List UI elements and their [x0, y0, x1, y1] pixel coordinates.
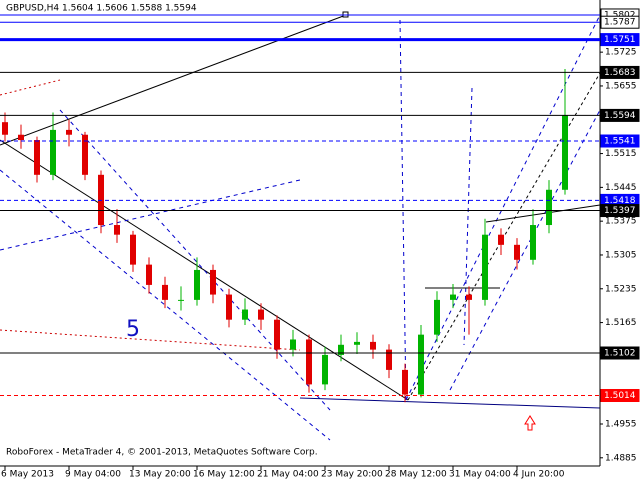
candle-body — [194, 269, 200, 300]
trend-line — [0, 14, 347, 146]
level-label-box — [600, 346, 640, 360]
channel-line — [0, 179, 301, 251]
candle-body — [114, 225, 120, 235]
candle-body — [258, 309, 264, 320]
level-label: 1.5102 — [604, 349, 636, 359]
level-label: 1.5397 — [604, 206, 636, 216]
candle-body — [146, 264, 152, 285]
y-tick-label: 1.5165 — [605, 318, 637, 328]
candle-body — [2, 122, 8, 135]
channel-line — [449, 109, 601, 391]
chart-title: GBPUSD,H4 1.5604 1.5606 1.5588 1.5594 — [6, 4, 197, 14]
candle-body — [338, 344, 344, 355]
candle-body — [482, 234, 488, 300]
x-tick-label: 13 May 20:00 — [129, 470, 191, 480]
candle-body — [290, 339, 296, 350]
candle-body — [466, 294, 472, 300]
channel-line — [463, 87, 473, 346]
candle-body — [226, 294, 232, 320]
x-tick-label: 28 May 12:00 — [385, 470, 447, 480]
y-tick-label: 1.4955 — [605, 419, 637, 429]
channel-line — [59, 109, 331, 411]
footer: RoboForex - MetaTrader 4, © 2001-2013, M… — [6, 448, 318, 458]
level-label: 1.5014 — [604, 391, 636, 401]
candle-body — [178, 299, 184, 301]
x-tick-label: 6 May 2013 — [1, 470, 54, 480]
y-tick-label: 1.5515 — [605, 149, 637, 159]
candle-body — [498, 234, 504, 245]
level-label-box — [600, 15, 640, 29]
level-label: 1.5541 — [604, 137, 636, 147]
candle-body — [162, 284, 168, 300]
candle-body — [546, 189, 552, 226]
x-tick-label: 21 May 04:00 — [257, 470, 319, 480]
x-tick-label: 4 Jun 20:00 — [513, 470, 565, 480]
candle-body — [306, 339, 312, 385]
candle-body — [514, 244, 520, 260]
level-label-box — [600, 65, 640, 79]
level-label: 1.5751 — [604, 35, 636, 45]
y-tick-label: 1.5445 — [605, 183, 637, 193]
candle-body — [242, 309, 248, 320]
candle-body — [322, 354, 328, 385]
y-tick-label: 1.5375 — [605, 217, 637, 227]
x-tick-label: 23 May 20:00 — [321, 470, 383, 480]
candle-body — [18, 134, 24, 141]
y-tick-label: 1.4885 — [605, 453, 637, 463]
level-label: 1.5787 — [604, 18, 636, 28]
candle-body — [370, 341, 376, 350]
arrow-icon — [524, 415, 536, 431]
level-label-box — [600, 204, 640, 218]
level-label-box — [600, 33, 640, 47]
y-tick-label: 1.5655 — [605, 81, 637, 91]
candle-body — [130, 234, 136, 265]
trend-line — [485, 204, 601, 223]
level-label: 1.5802 — [604, 10, 636, 20]
candle-body — [562, 115, 568, 190]
wave-label: 5 — [126, 317, 140, 342]
candle-body — [418, 334, 424, 395]
channel-line — [0, 79, 61, 96]
candle-body — [66, 129, 72, 135]
candle-body — [402, 369, 408, 395]
x-tick-label: 31 May 04:00 — [449, 470, 511, 480]
level-label: 1.5594 — [604, 111, 636, 121]
x-tick-label: 9 May 04:00 — [65, 470, 121, 480]
level-label: 1.5683 — [604, 68, 636, 78]
trend-line — [0, 139, 409, 401]
candle-body — [210, 269, 216, 295]
candle-body — [386, 349, 392, 370]
y-tick-label: 1.5305 — [605, 250, 637, 260]
y-tick-label: 1.5235 — [605, 284, 637, 294]
candle-body — [82, 134, 88, 175]
level-label-box — [600, 388, 640, 402]
x-tick-label: 16 May 12:00 — [193, 470, 255, 480]
level-label-box — [600, 134, 640, 148]
candle-body — [450, 294, 456, 300]
candle-body — [530, 225, 536, 260]
trend-line — [299, 397, 601, 409]
candle-body — [50, 129, 56, 175]
candle-body — [434, 299, 440, 335]
candle-body — [354, 341, 360, 345]
candle-body — [274, 319, 280, 350]
candle-body — [34, 140, 40, 175]
channel-line — [0, 329, 301, 351]
level-label: 1.5418 — [604, 196, 636, 206]
level-label-box — [600, 108, 640, 122]
y-tick-label: 1.5725 — [605, 48, 637, 58]
